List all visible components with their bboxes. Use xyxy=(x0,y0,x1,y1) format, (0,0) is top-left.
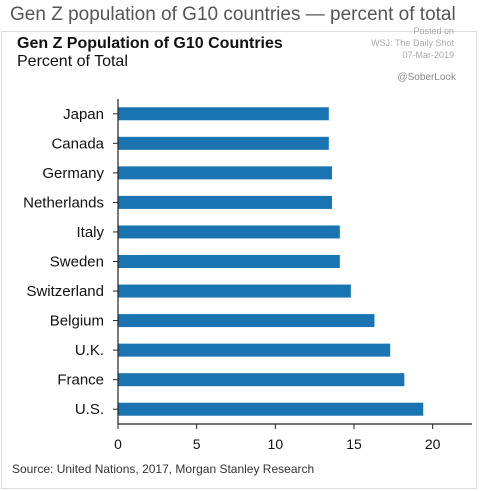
bar-u-s xyxy=(118,402,424,416)
category-label-germany: Germany xyxy=(42,165,104,182)
category-label-canada: Canada xyxy=(51,135,104,152)
x-tick-label-20: 20 xyxy=(425,436,441,452)
category-label-netherlands: Netherlands xyxy=(23,194,104,211)
bar-france xyxy=(118,373,405,387)
page-heading: Gen Z population of G10 countries — perc… xyxy=(10,4,456,25)
category-label-sweden: Sweden xyxy=(50,254,104,271)
chart-title: Gen Z Population of G10 Countries xyxy=(17,35,283,52)
bar-u-k xyxy=(118,343,391,357)
category-label-u-s: U.S. xyxy=(75,401,104,418)
stamp-source: WSJ: The Daily Shot xyxy=(371,38,454,48)
x-tick-label-15: 15 xyxy=(346,436,362,452)
x-tick-label-0: 0 xyxy=(114,436,122,452)
category-label-italy: Italy xyxy=(76,224,104,241)
bar-germany xyxy=(118,166,332,180)
bar-italy xyxy=(118,225,340,239)
bar-switzerland xyxy=(118,284,351,298)
category-label-belgium: Belgium xyxy=(50,313,104,330)
category-label-switzerland: Switzerland xyxy=(26,283,104,300)
chart-frame xyxy=(1,31,477,489)
bar-belgium xyxy=(118,314,375,328)
category-label-japan: Japan xyxy=(63,106,104,123)
stamp-date: 07-Mar-2019 xyxy=(402,50,454,60)
bar-japan xyxy=(118,107,329,121)
bar-netherlands xyxy=(118,195,332,209)
author-handle: @SoberLook xyxy=(397,72,456,83)
bar-canada xyxy=(118,136,329,150)
category-label-france: France xyxy=(57,372,104,389)
category-label-u-k: U.K. xyxy=(75,342,104,359)
stamp-posted: Posted on xyxy=(413,26,454,36)
watermark-stamp: Posted on WSJ: The Daily Shot 07-Mar-201… xyxy=(371,25,454,61)
x-tick-label-5: 5 xyxy=(193,436,201,452)
source-note: Source: United Nations, 2017, Morgan Sta… xyxy=(12,462,315,476)
chart-subtitle: Percent of Total xyxy=(17,53,128,70)
x-tick-label-10: 10 xyxy=(268,436,284,452)
bar-sweden xyxy=(118,255,340,268)
